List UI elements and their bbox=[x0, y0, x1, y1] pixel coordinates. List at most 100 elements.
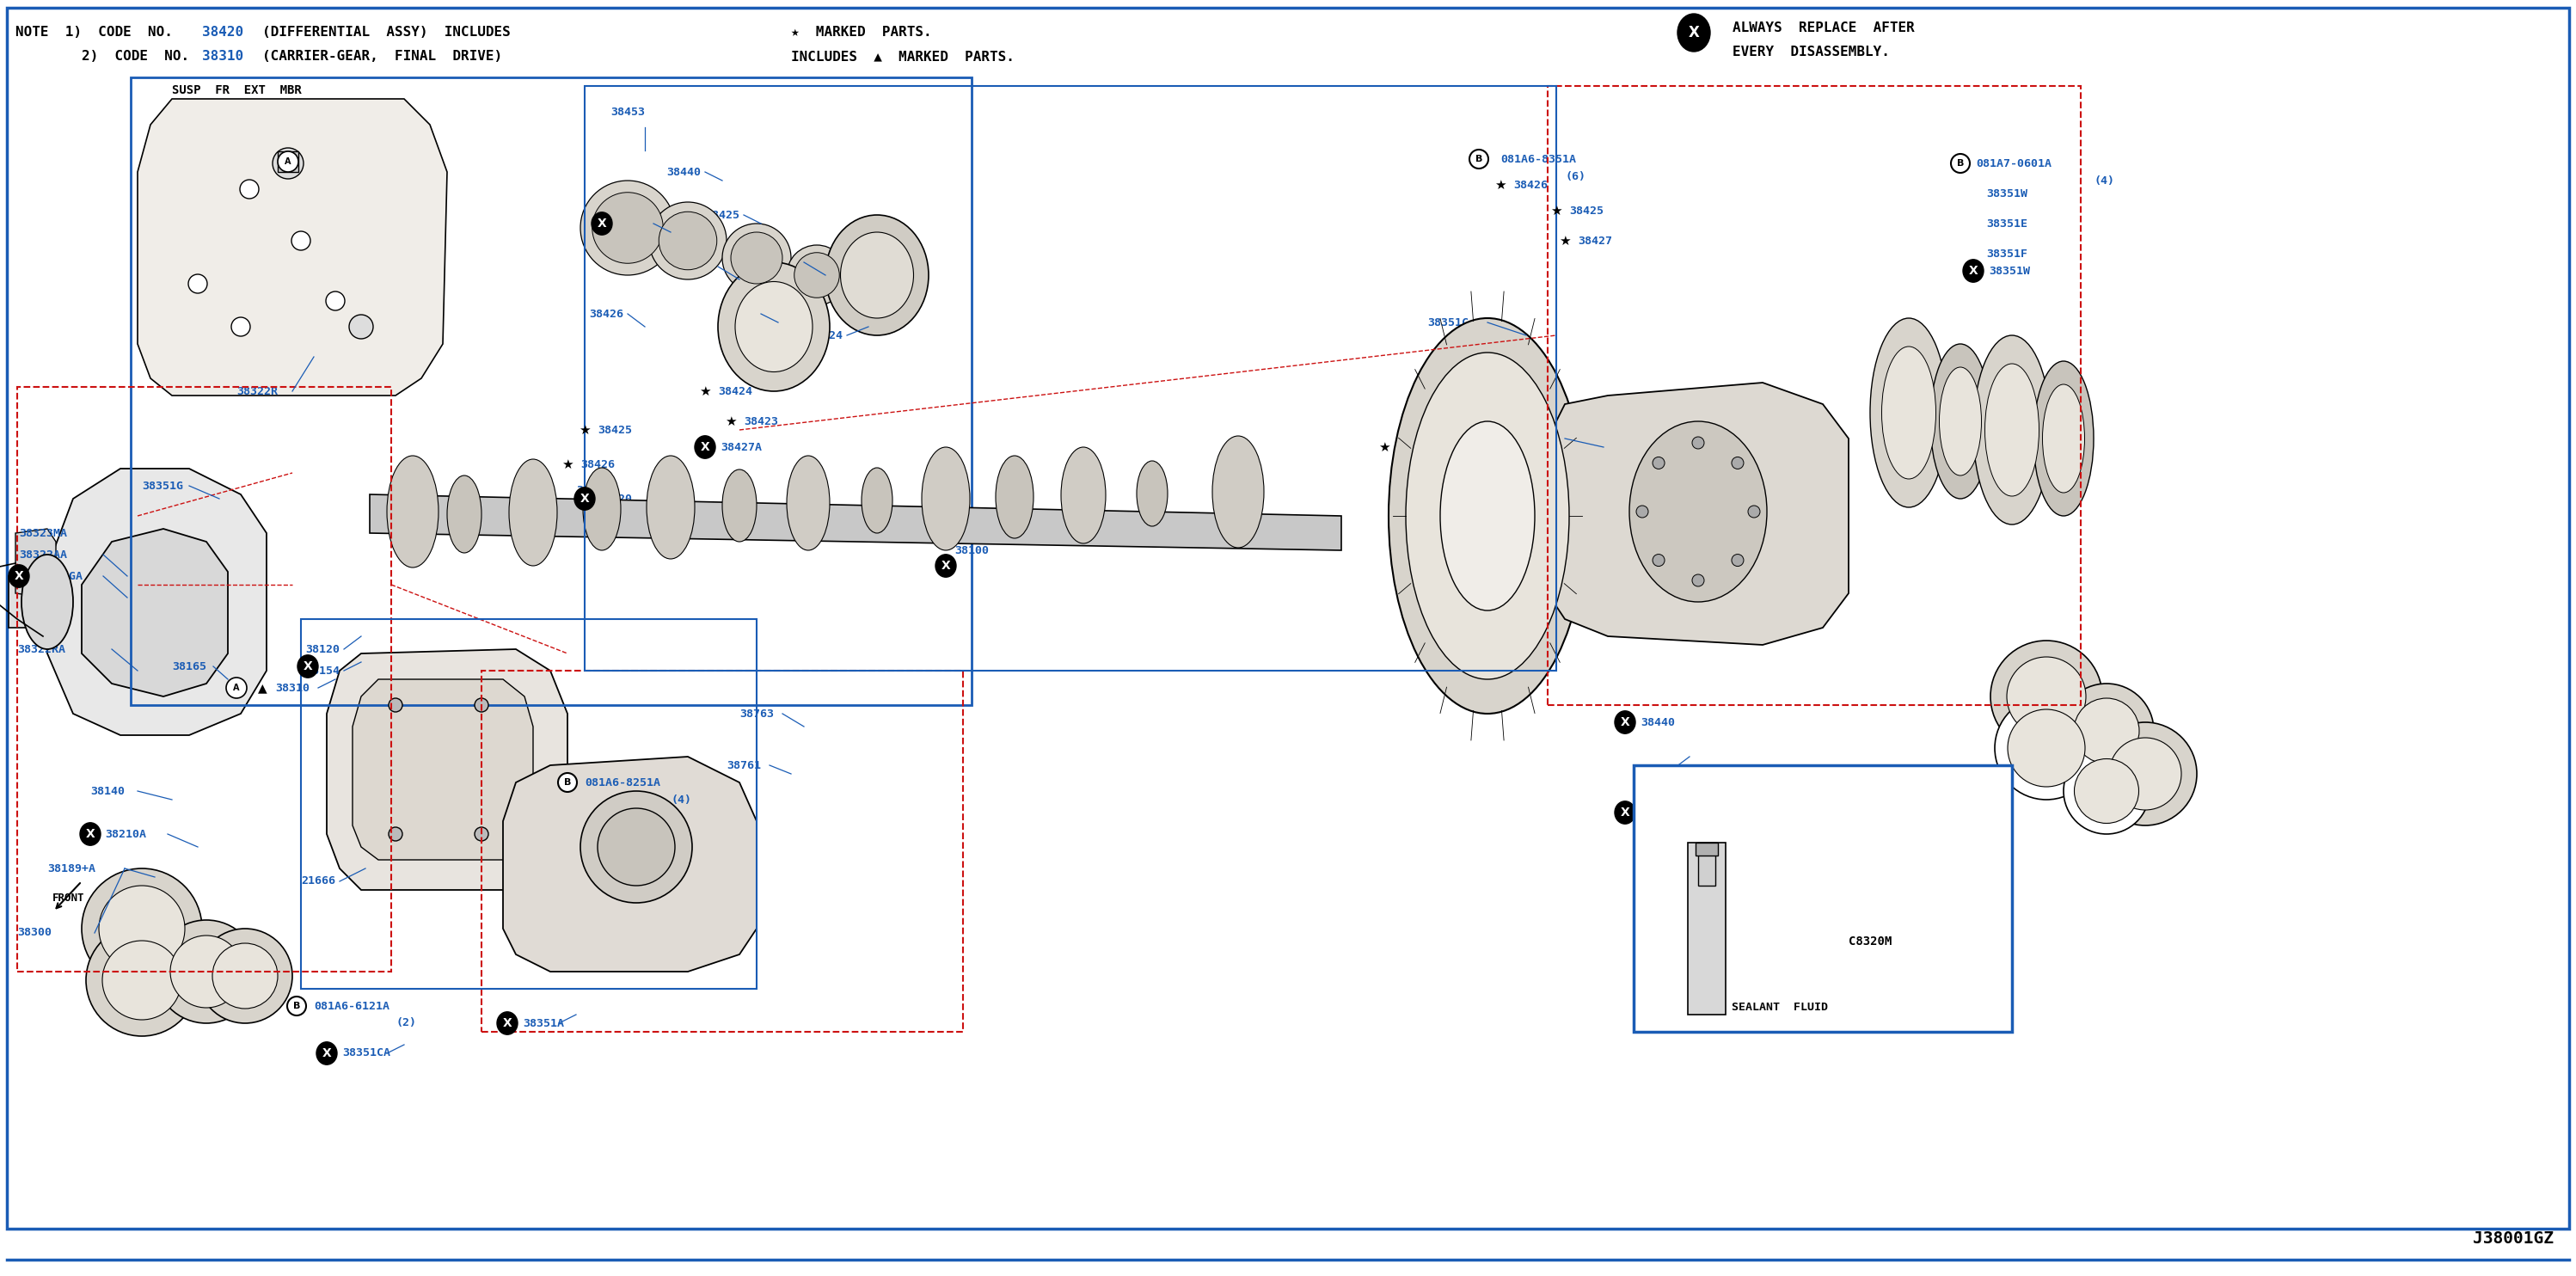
Ellipse shape bbox=[21, 555, 72, 649]
Text: FRONT: FRONT bbox=[52, 893, 85, 905]
Ellipse shape bbox=[317, 1042, 337, 1064]
Ellipse shape bbox=[1654, 554, 1664, 567]
Text: ★: ★ bbox=[1378, 440, 1391, 453]
Ellipse shape bbox=[155, 920, 258, 1023]
Text: (4): (4) bbox=[670, 794, 690, 805]
Text: 38102: 38102 bbox=[1512, 433, 1548, 444]
Text: ★: ★ bbox=[580, 424, 590, 436]
Text: FRONT: FRONT bbox=[134, 984, 167, 994]
Text: 38426: 38426 bbox=[1512, 179, 1548, 190]
Ellipse shape bbox=[2074, 759, 2138, 823]
Ellipse shape bbox=[580, 181, 675, 276]
Text: A: A bbox=[286, 157, 291, 166]
Circle shape bbox=[278, 152, 299, 172]
Circle shape bbox=[1468, 149, 1489, 168]
Bar bbox=[301, 619, 757, 989]
Text: 38424: 38424 bbox=[719, 385, 752, 397]
Text: 38300: 38300 bbox=[18, 928, 52, 939]
Text: 38761: 38761 bbox=[726, 759, 760, 771]
Ellipse shape bbox=[103, 940, 180, 1020]
Text: X: X bbox=[940, 560, 951, 572]
Text: ★  MARKED  PARTS.: ★ MARKED PARTS. bbox=[791, 26, 933, 38]
Ellipse shape bbox=[1963, 259, 1984, 282]
Text: 38427: 38427 bbox=[1577, 235, 1613, 246]
Text: ★: ★ bbox=[1558, 235, 1571, 248]
Polygon shape bbox=[46, 468, 265, 735]
Ellipse shape bbox=[1388, 318, 1587, 713]
Text: 38342: 38342 bbox=[1641, 806, 1674, 818]
Text: X: X bbox=[322, 1048, 332, 1059]
Ellipse shape bbox=[1692, 574, 1705, 587]
Ellipse shape bbox=[82, 869, 201, 989]
Text: X: X bbox=[1968, 265, 1978, 277]
Text: ★: ★ bbox=[562, 458, 574, 471]
Text: 38100: 38100 bbox=[953, 545, 989, 556]
Ellipse shape bbox=[291, 231, 309, 250]
Text: 38424: 38424 bbox=[809, 329, 842, 341]
Ellipse shape bbox=[860, 468, 891, 533]
Ellipse shape bbox=[2007, 657, 2087, 736]
Polygon shape bbox=[82, 528, 227, 697]
Ellipse shape bbox=[1870, 318, 1947, 508]
Ellipse shape bbox=[1654, 457, 1664, 470]
Text: X: X bbox=[502, 1017, 513, 1030]
Text: ★: ★ bbox=[1551, 204, 1561, 217]
Ellipse shape bbox=[1731, 457, 1744, 470]
Ellipse shape bbox=[80, 823, 100, 846]
Ellipse shape bbox=[721, 470, 757, 542]
Ellipse shape bbox=[592, 193, 662, 263]
Text: SUSP  FR  EXT  MBR: SUSP FR EXT MBR bbox=[173, 84, 301, 96]
Text: 38453: 38453 bbox=[611, 106, 644, 117]
Text: 38351C: 38351C bbox=[1427, 316, 1468, 328]
Text: X: X bbox=[1620, 716, 1631, 729]
Text: C8320M: C8320M bbox=[1850, 935, 1891, 948]
Text: 38322R: 38322R bbox=[237, 385, 278, 397]
Text: 38154: 38154 bbox=[577, 485, 611, 495]
Ellipse shape bbox=[2058, 684, 2154, 778]
Text: X: X bbox=[580, 493, 590, 505]
Text: 38189+A: 38189+A bbox=[46, 863, 95, 874]
Text: X: X bbox=[598, 217, 605, 230]
Ellipse shape bbox=[2032, 361, 2094, 516]
Text: 081A6-8251A: 081A6-8251A bbox=[585, 777, 659, 789]
Text: 38426: 38426 bbox=[580, 459, 616, 470]
Bar bbox=[1633, 766, 2012, 1032]
Ellipse shape bbox=[732, 232, 783, 283]
Text: 21666: 21666 bbox=[301, 875, 335, 887]
Text: A: A bbox=[234, 684, 240, 692]
Ellipse shape bbox=[211, 943, 278, 1008]
Ellipse shape bbox=[598, 808, 675, 886]
Text: 38351CA: 38351CA bbox=[343, 1048, 392, 1059]
Bar bbox=[482, 671, 963, 1032]
Ellipse shape bbox=[1636, 505, 1649, 518]
Text: 38425: 38425 bbox=[598, 425, 631, 435]
Text: 38154: 38154 bbox=[304, 665, 340, 676]
Bar bbox=[1698, 842, 1716, 886]
Ellipse shape bbox=[582, 468, 621, 550]
Text: 38425: 38425 bbox=[1569, 205, 1602, 216]
Polygon shape bbox=[353, 679, 533, 860]
Ellipse shape bbox=[2074, 698, 2138, 763]
Ellipse shape bbox=[574, 487, 595, 510]
Ellipse shape bbox=[448, 476, 482, 553]
Text: 38140: 38140 bbox=[90, 786, 124, 796]
Text: 38351F: 38351F bbox=[1986, 248, 2027, 259]
Bar bbox=[131, 78, 971, 706]
Ellipse shape bbox=[474, 698, 489, 712]
Bar bbox=[8, 575, 57, 628]
Text: INCLUDES  ▲  MARKED  PARTS.: INCLUDES ▲ MARKED PARTS. bbox=[791, 50, 1015, 63]
Ellipse shape bbox=[2063, 748, 2148, 835]
Text: 38423: 38423 bbox=[744, 416, 778, 427]
Ellipse shape bbox=[198, 929, 291, 1023]
Ellipse shape bbox=[1994, 697, 2097, 800]
Text: B: B bbox=[564, 778, 572, 787]
Ellipse shape bbox=[170, 935, 242, 1008]
Text: 38423: 38423 bbox=[680, 262, 714, 272]
Text: 081A6-8351A: 081A6-8351A bbox=[1499, 153, 1577, 165]
Ellipse shape bbox=[2043, 384, 2084, 493]
Text: 38424: 38424 bbox=[757, 256, 791, 268]
Text: 38427A: 38427A bbox=[721, 441, 762, 453]
Text: ★: ★ bbox=[724, 415, 737, 427]
Ellipse shape bbox=[793, 253, 840, 297]
Text: X: X bbox=[1620, 806, 1631, 819]
